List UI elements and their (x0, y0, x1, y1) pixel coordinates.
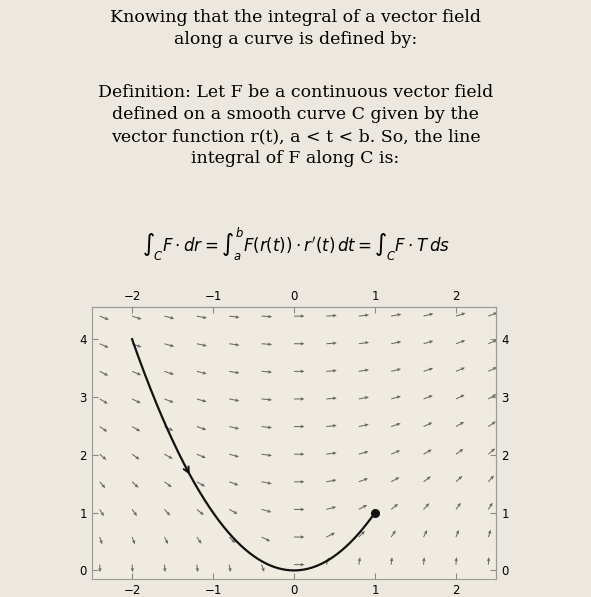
Text: Knowing that the integral of a vector field
along a curve is defined by:: Knowing that the integral of a vector fi… (110, 9, 481, 48)
Text: $\int_C F \cdot dr = \int_a^b F(r(t)) \cdot r'(t)\, dt = \int_C F \cdot T\, ds$: $\int_C F \cdot dr = \int_a^b F(r(t)) \c… (142, 226, 449, 263)
Text: Definition: Let F be a continuous vector field
defined on a smooth curve C given: Definition: Let F be a continuous vector… (98, 84, 493, 167)
